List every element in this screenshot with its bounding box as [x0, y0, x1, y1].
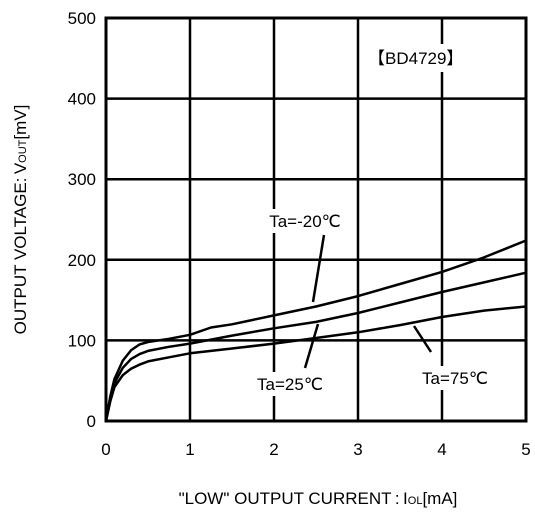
series-label: Ta=75℃ [422, 369, 488, 388]
y-axis-label-sub: OUT [17, 139, 29, 163]
y-tick-label: 300 [68, 170, 96, 189]
x-axis-label: "LOW" OUTPUT CURRENT : IOL[mA] [179, 489, 458, 508]
series-line-2 [104, 305, 527, 422]
annotation-bg [257, 372, 323, 396]
x-tick-label: 5 [521, 440, 530, 459]
x-axis-label-sub: OL [408, 495, 423, 507]
y-tick-label: 100 [68, 331, 96, 350]
series-label: Ta=25℃ [257, 375, 323, 394]
y-axis-label-unit: [mV] [11, 105, 30, 140]
plot-frame [104, 16, 528, 423]
x-tick-label: 3 [353, 440, 362, 459]
grid [106, 18, 526, 421]
annotation-leader [311, 234, 326, 303]
x-tick-label: 0 [101, 440, 110, 459]
y-tick-label: 500 [68, 9, 96, 28]
y-tick-label: 0 [87, 412, 96, 431]
tick-labels: 0 1 2 3 4 5 0 100 200 300 400 500 [68, 9, 531, 459]
x-tick-label: 2 [269, 440, 278, 459]
y-axis-label: OUTPUT VOLTAGE: VOUT[mV] [11, 105, 30, 335]
x-axis-label-unit: [mA] [422, 489, 457, 508]
series-label: Ta=-20℃ [269, 212, 341, 231]
annotation-bg [267, 209, 343, 233]
annotation-leader [412, 325, 433, 353]
series-lines [104, 239, 527, 422]
part-label: 【BD4729】 [368, 49, 463, 68]
y-tick-label: 400 [68, 90, 96, 109]
series-line-1 [104, 271, 527, 422]
part-label-bg [362, 44, 494, 72]
annotation-bg [422, 366, 488, 390]
x-tick-label: 1 [185, 440, 194, 459]
y-axis-label-main: OUTPUT VOLTAGE: V [11, 162, 30, 334]
annotations: Ta=-20℃ Ta=25℃ Ta=75℃ [257, 209, 488, 396]
x-axis-label-main: "LOW" OUTPUT CURRENT : I [179, 489, 408, 508]
x-tick-label: 4 [437, 440, 446, 459]
y-tick-label: 200 [68, 251, 96, 270]
annotation-leader [303, 323, 320, 369]
series-line-0 [104, 239, 527, 422]
